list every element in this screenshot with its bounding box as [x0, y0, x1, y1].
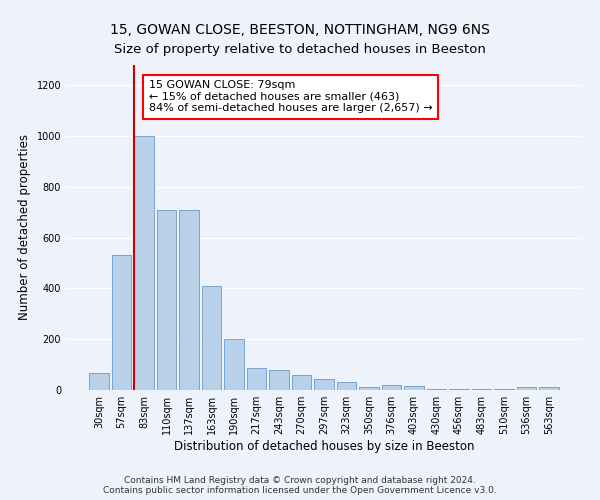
Bar — [292, 375, 311, 390]
Bar — [382, 386, 401, 390]
Bar — [112, 256, 131, 390]
Bar — [202, 286, 221, 390]
Y-axis label: Number of detached properties: Number of detached properties — [18, 134, 31, 320]
Bar — [247, 368, 266, 390]
Bar — [89, 374, 109, 390]
Bar — [157, 210, 176, 390]
Bar — [269, 370, 289, 390]
Bar — [337, 382, 356, 390]
Bar — [314, 378, 334, 390]
Bar — [539, 386, 559, 390]
Bar — [224, 339, 244, 390]
Text: 15, GOWAN CLOSE, BEESTON, NOTTINGHAM, NG9 6NS: 15, GOWAN CLOSE, BEESTON, NOTTINGHAM, NG… — [110, 22, 490, 36]
X-axis label: Distribution of detached houses by size in Beeston: Distribution of detached houses by size … — [174, 440, 474, 453]
Bar — [359, 386, 379, 390]
Bar — [134, 136, 154, 390]
Text: Contains HM Land Registry data © Crown copyright and database right 2024.
Contai: Contains HM Land Registry data © Crown c… — [103, 476, 497, 495]
Text: Size of property relative to detached houses in Beeston: Size of property relative to detached ho… — [114, 42, 486, 56]
Bar — [179, 210, 199, 390]
Bar — [517, 388, 536, 390]
Text: 15 GOWAN CLOSE: 79sqm
← 15% of detached houses are smaller (463)
84% of semi-det: 15 GOWAN CLOSE: 79sqm ← 15% of detached … — [149, 80, 432, 114]
Bar — [404, 386, 424, 390]
